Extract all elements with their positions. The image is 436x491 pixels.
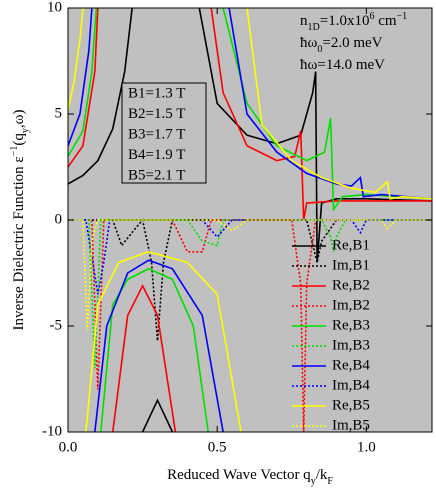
field-box bbox=[121, 82, 207, 184]
field-label: B5=2.1 T bbox=[128, 167, 185, 183]
y-axis-label: Inverse Dielectric Function ε−1(qy,ω) bbox=[9, 110, 31, 331]
annotation: ħω0=2.0 meV bbox=[300, 35, 383, 54]
y-tick-label: -5 bbox=[50, 317, 63, 333]
series-line bbox=[68, 8, 432, 432]
x-tick-label: 1.0 bbox=[357, 439, 376, 455]
field-label: B1=1.3 T bbox=[128, 85, 185, 101]
legend-label: Re,B3 bbox=[332, 317, 370, 333]
y-tick-label: 0 bbox=[55, 211, 63, 227]
series-line bbox=[68, 219, 432, 432]
legend-label: Re,B1 bbox=[332, 237, 370, 253]
legend-label: Re,B2 bbox=[332, 277, 370, 293]
series-line bbox=[68, 8, 432, 432]
x-axis-label: Reduced Wave Vector qy/kF bbox=[167, 467, 333, 486]
series-line bbox=[68, 219, 432, 331]
series-line bbox=[68, 219, 432, 369]
x-tick-label: 0.0 bbox=[59, 439, 78, 455]
x-tick-label: 0.5 bbox=[208, 439, 227, 455]
series-line bbox=[68, 219, 432, 295]
annotation: n1D=1.0x106 cm−1 bbox=[300, 11, 407, 33]
y-tick-label: -10 bbox=[42, 423, 62, 439]
legend-label: Re,B4 bbox=[332, 357, 370, 373]
field-label: B2=1.5 T bbox=[128, 106, 185, 122]
series-line bbox=[68, 218, 432, 341]
legend-label: Im,B5 bbox=[332, 417, 370, 433]
legend-label: Im,B3 bbox=[332, 337, 370, 353]
y-tick-label: 5 bbox=[55, 105, 63, 121]
plot-marks bbox=[68, 8, 432, 432]
legend-label: Im,B1 bbox=[332, 257, 370, 273]
field-label: B4=1.9 T bbox=[128, 147, 185, 163]
annotation: ħω=14.0 meV bbox=[300, 57, 385, 73]
legend-label: Im,B2 bbox=[332, 297, 370, 313]
legend-label: Re,B5 bbox=[332, 397, 370, 413]
legend-label: Im,B4 bbox=[332, 377, 370, 393]
y-tick-label: 10 bbox=[47, 0, 62, 15]
field-label: B3=1.7 T bbox=[128, 126, 185, 142]
